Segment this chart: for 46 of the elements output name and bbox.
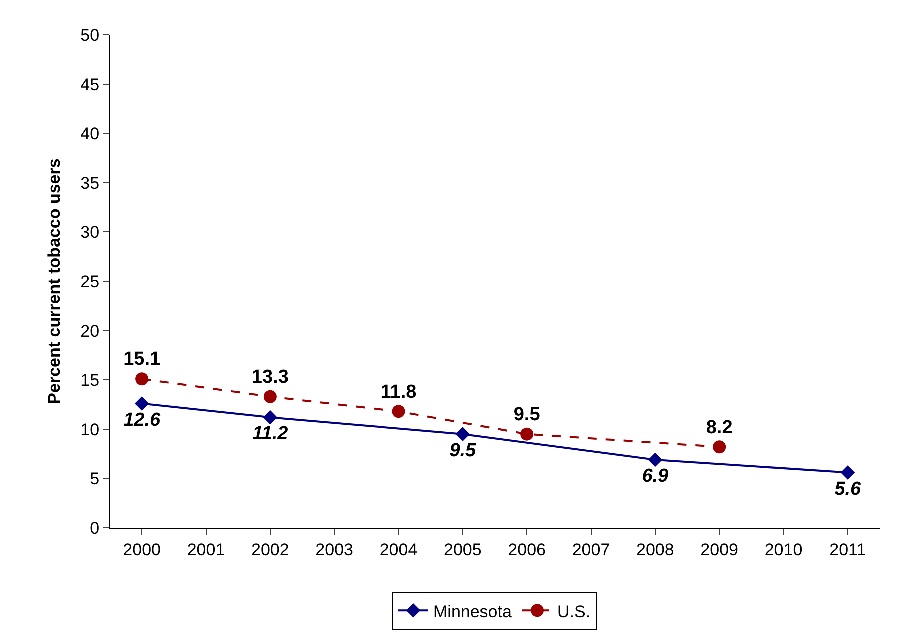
x-tick-label: 2008 — [636, 540, 674, 560]
y-tick-label: 40 — [80, 124, 100, 144]
y-tick-label: 25 — [80, 272, 100, 292]
y-tick-label: 0 — [90, 518, 100, 538]
x-tick-label: 2005 — [444, 540, 482, 560]
data-label: 9.5 — [450, 440, 477, 462]
point — [713, 440, 726, 454]
point — [840, 466, 856, 480]
y-tick-label: 35 — [80, 174, 100, 193]
point — [264, 390, 277, 404]
x-tick-label: 2003 — [316, 540, 354, 560]
data-label: 15.1 — [124, 349, 161, 370]
point — [520, 428, 534, 441]
x-tick-label: 2009 — [700, 540, 738, 560]
y-tick-label: 5 — [90, 470, 100, 489]
x-tick-label: 2004 — [380, 540, 418, 560]
y-axis-title: Percent current tobacco users — [45, 158, 64, 404]
point — [136, 372, 149, 386]
x-tick-label: 2001 — [187, 540, 226, 560]
data-label: 12.6 — [124, 410, 161, 431]
point — [392, 405, 406, 418]
data-label: 9.5 — [514, 404, 541, 426]
y-tick-label: 10 — [80, 420, 100, 440]
legend-label: U.S. — [557, 602, 591, 622]
x-tick-label: 2011 — [830, 540, 866, 560]
y-tick-label: 50 — [80, 26, 100, 45]
point — [648, 452, 663, 468]
x-tick-label: 2000 — [123, 540, 161, 560]
y-tick-label: 15 — [80, 371, 100, 390]
data-label: 5.6 — [834, 478, 862, 500]
point — [263, 410, 278, 425]
x-tick-label: 2006 — [508, 540, 546, 560]
data-label: 8.2 — [706, 417, 733, 438]
point — [456, 427, 470, 442]
y-tick-label: 45 — [80, 75, 100, 94]
y-tick-label: 30 — [80, 223, 100, 242]
x-tick-label: 2010 — [764, 540, 803, 560]
data-label: 13.3 — [252, 366, 289, 388]
data-label: 6.9 — [642, 466, 670, 488]
data-label: 11.2 — [252, 424, 289, 445]
y-tick-label: 20 — [80, 322, 100, 341]
point — [134, 396, 150, 411]
data-label: 11.8 — [380, 382, 417, 403]
x-tick-label: 2007 — [572, 540, 610, 560]
legend-label: Minnesota — [434, 602, 512, 622]
x-tick-label: 2002 — [252, 540, 290, 560]
